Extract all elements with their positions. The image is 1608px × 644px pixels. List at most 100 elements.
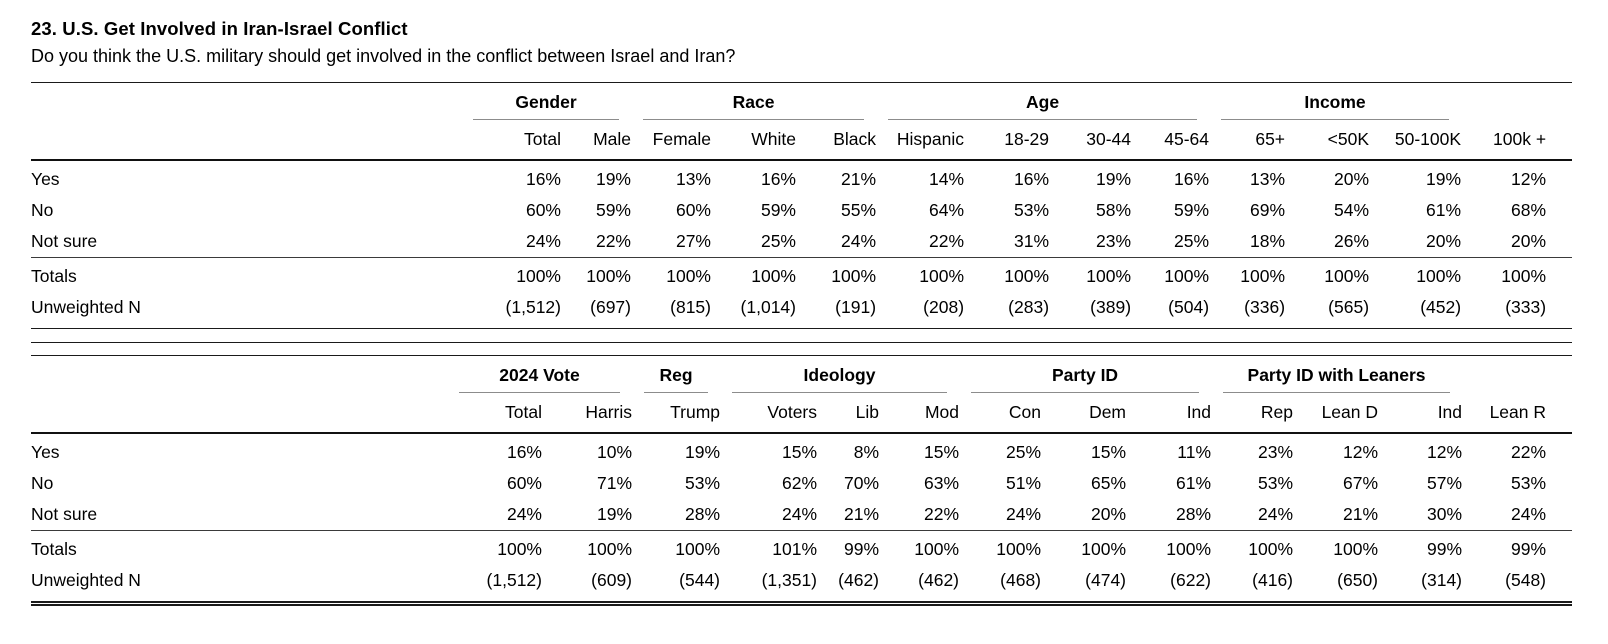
row-label: Totals <box>31 257 461 292</box>
column-header-black: Black <box>796 120 877 161</box>
column-header-total: Total <box>461 120 561 161</box>
cell: 100% <box>561 257 631 292</box>
cell: 100% <box>1131 257 1210 292</box>
cell: 16% <box>506 442 542 462</box>
column-header-con: Con <box>959 393 1042 434</box>
cell: 13% <box>675 169 711 189</box>
table-separator-rule <box>31 342 1572 343</box>
cell: 10% <box>596 442 633 462</box>
question-text: Do you think the U.S. military should ge… <box>31 46 736 66</box>
group-label: Race <box>643 92 865 120</box>
crosstab-tables-container: Gender Race Age Income Total Male Female White B… <box>31 82 1573 606</box>
cell: 15% <box>781 442 818 462</box>
table-row-not-sure: Not sure 24% 19% 28% 24% 21% 22% 24% 20% 28% 24% 21… <box>31 499 1572 531</box>
cell: 22% <box>595 231 631 251</box>
cell: 22% <box>923 504 960 524</box>
cell: (314) <box>1378 565 1463 606</box>
cell: 64% <box>929 200 965 220</box>
cell: (468) <box>959 565 1042 606</box>
row-label: Totals <box>31 530 447 565</box>
cell: 57% <box>1426 473 1463 493</box>
group-header-race: Race <box>631 83 876 120</box>
group-label: Gender <box>473 92 619 120</box>
cell: (208) <box>876 292 965 329</box>
cell: 21% <box>843 504 880 524</box>
cell: 23% <box>1096 231 1132 251</box>
row-label: Not sure <box>31 504 98 524</box>
cell: 100% <box>461 257 561 292</box>
column-header-ind: Ind <box>1378 393 1463 434</box>
cell: 22% <box>1510 442 1547 462</box>
group-header-spacer <box>31 83 461 121</box>
group-header-income: Income <box>1209 83 1461 120</box>
cell: 63% <box>923 473 960 493</box>
cell: 67% <box>1342 473 1379 493</box>
column-header-male: Male <box>561 120 631 161</box>
cell: 19% <box>595 169 631 189</box>
cell: (622) <box>1126 565 1212 606</box>
cell: 24% <box>525 231 561 251</box>
cell: 101% <box>720 530 818 565</box>
cell: 100% <box>447 530 542 565</box>
cell: 100% <box>1211 530 1294 565</box>
cell: 21% <box>1342 504 1379 524</box>
cell: 18% <box>1250 231 1286 251</box>
column-header-rep: Rep <box>1211 393 1294 434</box>
cell: 99% <box>817 530 880 565</box>
cell: 24% <box>841 231 877 251</box>
cell: 53% <box>1014 200 1050 220</box>
cell: 100% <box>632 530 721 565</box>
cell: 13% <box>1250 169 1286 189</box>
cell: (333) <box>1461 292 1573 329</box>
group-label: Ideology <box>732 365 948 393</box>
column-header-50-100k: 50-100K <box>1369 120 1462 161</box>
cell: (697) <box>561 292 631 329</box>
cell: 100% <box>1126 530 1212 565</box>
column-header-hispanic: Hispanic <box>876 120 965 161</box>
cell: 100% <box>879 530 960 565</box>
cell: 60% <box>525 200 561 220</box>
cell: 99% <box>1462 530 1573 565</box>
cell: 100% <box>1293 530 1379 565</box>
cell: 12% <box>1511 169 1547 189</box>
cell: 60% <box>506 473 542 493</box>
cell: 20% <box>1334 169 1370 189</box>
cell: 100% <box>542 530 633 565</box>
question-title: 23. U.S. Get Involved in Iran-Israel Con… <box>31 18 408 39</box>
group-label: Party ID <box>971 365 1200 393</box>
row-label-header-spacer <box>31 120 461 161</box>
cell: (389) <box>1049 292 1132 329</box>
cell: 14% <box>929 169 965 189</box>
row-label: No <box>31 473 54 493</box>
cell: (544) <box>632 565 721 606</box>
cell: 70% <box>843 473 880 493</box>
cell: 16% <box>525 169 561 189</box>
cell: (191) <box>796 292 877 329</box>
cell: 31% <box>1014 231 1050 251</box>
cell: 24% <box>781 504 818 524</box>
cell: 27% <box>675 231 711 251</box>
cell: 23% <box>1257 442 1294 462</box>
cell: (462) <box>817 565 880 606</box>
cell: 100% <box>964 257 1050 292</box>
cell: 100% <box>1285 257 1370 292</box>
cell: (1,512) <box>447 565 542 606</box>
cell: 61% <box>1426 200 1462 220</box>
cell: 16% <box>1174 169 1210 189</box>
column-header-harris: Harris <box>542 393 633 434</box>
row-label: Yes <box>31 169 60 189</box>
cell: 100% <box>796 257 877 292</box>
column-header-lean-d: Lean D <box>1293 393 1379 434</box>
table-row-totals: Totals 100% 100% 100% 100% 100% 100% 100% 100% 10… <box>31 257 1573 292</box>
cell: 20% <box>1511 231 1547 251</box>
cell: (1,014) <box>711 292 796 329</box>
table-row-no: No 60% 71% 53% 62% 70% 63% 51% 65% 61% 53% 67% 57% 53… <box>31 468 1572 499</box>
cell: 100% <box>1209 257 1286 292</box>
column-header-45-64: 45-64 <box>1131 120 1210 161</box>
cell: 25% <box>1174 231 1210 251</box>
cell: (565) <box>1285 292 1370 329</box>
group-header-spacer <box>31 356 447 394</box>
column-header-lib: Lib <box>817 393 880 434</box>
cell: 24% <box>1005 504 1042 524</box>
cell: 53% <box>684 473 721 493</box>
